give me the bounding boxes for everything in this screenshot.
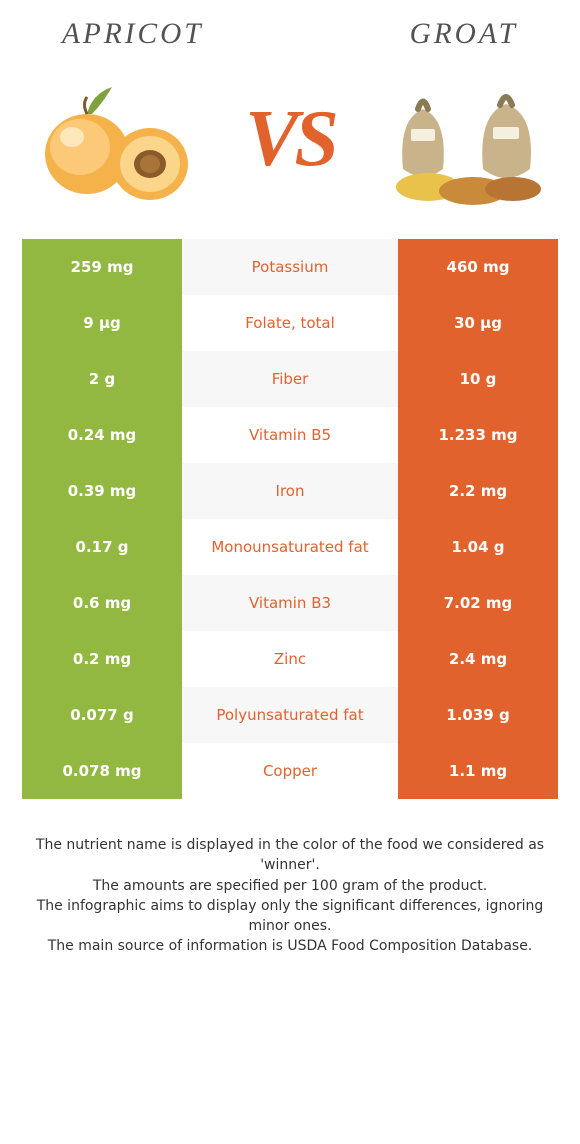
footer-line: The nutrient name is displayed in the co… bbox=[35, 835, 545, 876]
table-row: 2 gFiber10 g bbox=[22, 351, 558, 407]
table-row: 0.077 gPolyunsaturated fat1.039 g bbox=[22, 687, 558, 743]
nutrient-name: Vitamin B5 bbox=[182, 407, 398, 463]
comparison-table: 259 mgPotassium460 mg9 µgFolate, total30… bbox=[22, 239, 558, 799]
right-value: 2.4 mg bbox=[398, 631, 558, 687]
nutrient-name: Zinc bbox=[182, 631, 398, 687]
footer-line: The amounts are specified per 100 gram o… bbox=[35, 876, 545, 896]
left-value: 0.6 mg bbox=[22, 575, 182, 631]
table-row: 0.24 mgVitamin B51.233 mg bbox=[22, 407, 558, 463]
nutrient-name: Potassium bbox=[182, 239, 398, 295]
right-value: 10 g bbox=[398, 351, 558, 407]
left-value: 2 g bbox=[22, 351, 182, 407]
nutrient-name: Polyunsaturated fat bbox=[182, 687, 398, 743]
right-value: 1.04 g bbox=[398, 519, 558, 575]
left-value: 0.24 mg bbox=[22, 407, 182, 463]
right-value: 7.02 mg bbox=[398, 575, 558, 631]
nutrient-name: Fiber bbox=[182, 351, 398, 407]
table-row: 9 µgFolate, total30 µg bbox=[22, 295, 558, 351]
headings-row: Apricot Groat bbox=[22, 18, 558, 51]
right-value: 460 mg bbox=[398, 239, 558, 295]
left-value: 0.17 g bbox=[22, 519, 182, 575]
right-value: 1.233 mg bbox=[398, 407, 558, 463]
nutrient-name: Vitamin B3 bbox=[182, 575, 398, 631]
table-row: 0.39 mgIron2.2 mg bbox=[22, 463, 558, 519]
right-value: 2.2 mg bbox=[398, 463, 558, 519]
left-value: 0.2 mg bbox=[22, 631, 182, 687]
groat-image bbox=[378, 69, 548, 209]
footer-line: The infographic aims to display only the… bbox=[35, 896, 545, 937]
vs-label: VS bbox=[245, 94, 335, 185]
table-row: 0.17 gMonounsaturated fat1.04 g bbox=[22, 519, 558, 575]
table-row: 0.2 mgZinc2.4 mg bbox=[22, 631, 558, 687]
apricot-image bbox=[32, 69, 202, 209]
left-value: 0.39 mg bbox=[22, 463, 182, 519]
footer-notes: The nutrient name is displayed in the co… bbox=[35, 835, 545, 957]
left-value: 259 mg bbox=[22, 239, 182, 295]
footer-line: The main source of information is USDA F… bbox=[35, 936, 545, 956]
right-value: 30 µg bbox=[398, 295, 558, 351]
table-row: 0.6 mgVitamin B37.02 mg bbox=[22, 575, 558, 631]
right-food-title: Groat bbox=[410, 18, 518, 51]
right-value: 1.039 g bbox=[398, 687, 558, 743]
nutrient-name: Copper bbox=[182, 743, 398, 799]
nutrient-name: Monounsaturated fat bbox=[182, 519, 398, 575]
nutrient-name: Folate, total bbox=[182, 295, 398, 351]
images-row: VS bbox=[22, 69, 558, 209]
left-food-title: Apricot bbox=[62, 18, 204, 51]
right-value: 1.1 mg bbox=[398, 743, 558, 799]
nutrient-name: Iron bbox=[182, 463, 398, 519]
left-value: 9 µg bbox=[22, 295, 182, 351]
table-row: 259 mgPotassium460 mg bbox=[22, 239, 558, 295]
left-value: 0.078 mg bbox=[22, 743, 182, 799]
table-row: 0.078 mgCopper1.1 mg bbox=[22, 743, 558, 799]
left-value: 0.077 g bbox=[22, 687, 182, 743]
